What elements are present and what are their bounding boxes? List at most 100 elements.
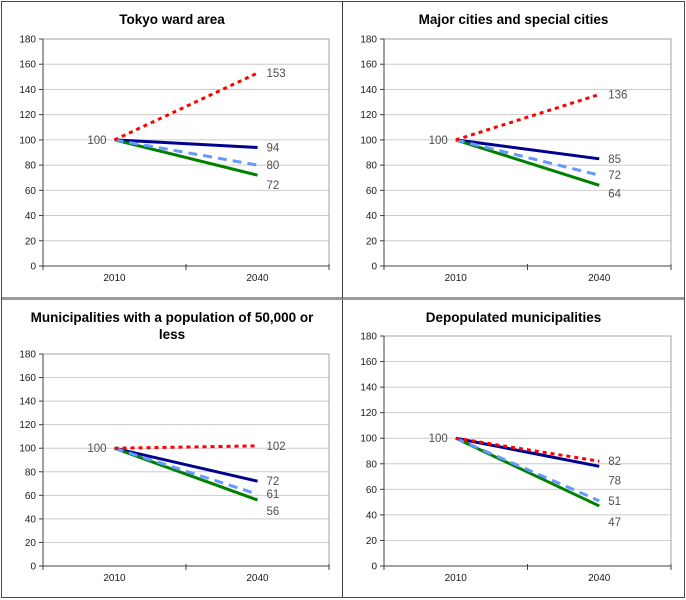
svg-text:120: 120 — [19, 110, 36, 121]
svg-text:120: 120 — [360, 408, 377, 419]
svg-text:2040: 2040 — [246, 273, 269, 284]
chart-panel-major-cities: Major cities and special cities 0 20 40 60 8… — [343, 2, 684, 300]
end-value-label-green-solid: 72 — [267, 180, 280, 192]
end-value-label-light-blue-dashed: 51 — [608, 496, 621, 508]
end-value-label-red-short-dashed: 153 — [267, 68, 286, 80]
series-line-green-solid — [113, 446, 259, 502]
x-axis-ticks: 2010 2040 — [42, 563, 330, 584]
svg-text:2010: 2010 — [445, 273, 468, 284]
svg-text:140: 140 — [360, 84, 377, 95]
svg-text:2040: 2040 — [588, 273, 611, 284]
gridlines — [43, 353, 329, 543]
svg-text:100: 100 — [360, 135, 377, 146]
svg-text:20: 20 — [366, 236, 378, 247]
end-value-label-light-blue-dashed: 61 — [267, 489, 280, 501]
svg-text:80: 80 — [25, 467, 37, 478]
plot-border — [383, 38, 672, 267]
y-axis-ticks: 0 20 40 60 80 100 120 140 160 180 — [19, 349, 43, 572]
svg-text:100: 100 — [19, 443, 36, 454]
svg-text:40: 40 — [366, 211, 378, 222]
chart-title: Tokyo ward area — [119, 12, 225, 27]
chart-plot-area: 0 20 40 60 80 100 120 140 160 180 2010 2040 100 153 94… — [2, 31, 342, 297]
y-axis-ticks: 0 20 40 60 80 100 120 140 160 180 — [19, 34, 43, 272]
chart-plot-area: 0 20 40 60 80 100 120 140 160 180 2010 2040 100 136 85… — [343, 31, 684, 297]
chart-plot-area: 0 20 40 60 80 100 120 140 160 180 2010 2040 100 102 72… — [2, 346, 342, 597]
series-line-navy-solid — [114, 446, 258, 483]
series-line-green-solid — [455, 138, 600, 187]
svg-text:2040: 2040 — [246, 573, 269, 584]
start-value-label: 100 — [87, 443, 106, 455]
svg-text:180: 180 — [19, 349, 36, 360]
start-value-label: 100 — [87, 134, 106, 146]
svg-text:2010: 2010 — [445, 573, 468, 584]
svg-text:160: 160 — [360, 59, 377, 70]
series-line-red-short-dashed — [113, 71, 259, 141]
svg-text:2040: 2040 — [588, 573, 611, 584]
x-axis-ticks: 2010 2040 — [42, 263, 330, 284]
axis-lines — [383, 38, 671, 267]
end-value-label-red-short-dashed: 136 — [608, 89, 627, 101]
series-line-light-blue-dashed — [114, 446, 258, 496]
gridlines — [43, 38, 329, 241]
svg-text:180: 180 — [360, 332, 377, 343]
x-axis-ticks: 2010 2040 — [383, 564, 672, 584]
svg-text:40: 40 — [366, 510, 378, 521]
svg-text:140: 140 — [19, 396, 36, 407]
svg-text:0: 0 — [371, 562, 377, 573]
end-value-label-navy-solid: 72 — [267, 476, 280, 488]
svg-text:160: 160 — [360, 357, 377, 368]
svg-text:2010: 2010 — [103, 273, 126, 284]
svg-text:20: 20 — [25, 236, 37, 247]
svg-text:140: 140 — [19, 84, 36, 95]
plot-border — [42, 38, 330, 267]
svg-text:60: 60 — [25, 185, 37, 196]
series-line-green-solid — [114, 137, 258, 177]
chart-title: Municipalities with a population of 50,0… — [30, 309, 314, 343]
svg-text:140: 140 — [360, 383, 377, 394]
svg-text:80: 80 — [366, 160, 378, 171]
chart-panel-depopulated-municipalities: Depopulated municipalities 0 20 40 60 80 100 1… — [343, 299, 684, 597]
series-line-navy-solid — [455, 436, 600, 468]
axis-lines — [42, 353, 329, 567]
chart-panel-small-municipalities: Municipalities with a population of 50,0… — [2, 299, 343, 597]
svg-text:20: 20 — [366, 536, 378, 547]
series-line-light-blue-dashed — [455, 137, 600, 177]
svg-text:40: 40 — [25, 514, 37, 525]
svg-text:60: 60 — [366, 485, 378, 496]
series-line-light-blue-dashed — [114, 137, 258, 167]
end-value-label-navy-solid: 85 — [608, 153, 621, 165]
end-value-label-navy-solid: 78 — [608, 475, 621, 487]
chart-plot-area: 0 20 40 60 80 100 120 140 160 180 2010 2040 100 82 78 5… — [343, 328, 684, 597]
svg-text:160: 160 — [19, 59, 36, 70]
start-value-label: 100 — [429, 433, 448, 445]
svg-text:60: 60 — [25, 490, 37, 501]
svg-text:80: 80 — [366, 459, 378, 470]
svg-text:180: 180 — [360, 34, 377, 45]
series-line-red-short-dashed — [455, 436, 600, 463]
svg-text:20: 20 — [25, 538, 37, 549]
svg-text:80: 80 — [25, 160, 37, 171]
svg-text:2010: 2010 — [103, 573, 126, 584]
svg-text:100: 100 — [360, 434, 377, 445]
end-value-label-green-solid: 64 — [608, 188, 621, 200]
x-axis-ticks: 2010 2040 — [383, 263, 672, 284]
end-value-label-green-solid: 47 — [608, 517, 621, 529]
end-value-label-green-solid: 56 — [267, 506, 280, 518]
axis-lines — [42, 38, 329, 267]
svg-text:100: 100 — [19, 135, 36, 146]
y-axis-ticks: 0 20 40 60 80 100 120 140 160 180 — [360, 332, 384, 573]
svg-text:120: 120 — [360, 110, 377, 121]
gridlines — [384, 335, 671, 541]
chart-title: Depopulated municipalities — [425, 309, 602, 325]
svg-text:0: 0 — [30, 261, 36, 272]
svg-text:180: 180 — [19, 34, 36, 45]
chart-title: Major cities and special cities — [418, 12, 609, 27]
svg-text:0: 0 — [30, 561, 36, 572]
series-line-green-solid — [455, 436, 600, 508]
end-value-label-light-blue-dashed: 72 — [608, 170, 621, 182]
series-line-navy-solid — [114, 137, 258, 149]
